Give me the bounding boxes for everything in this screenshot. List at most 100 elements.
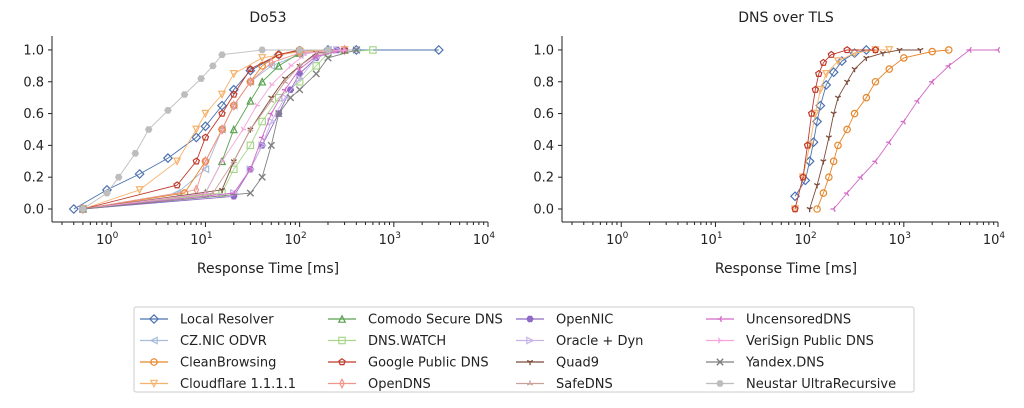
data-point (819, 189, 828, 197)
marker-stroke (813, 182, 818, 186)
marker-stroke (247, 128, 251, 132)
data-point (827, 50, 836, 58)
data-point (813, 205, 821, 213)
data-point (209, 189, 216, 196)
marker-stroke (846, 192, 850, 197)
legend-label: Neustar UltraRecursive (746, 377, 896, 392)
data-point (258, 173, 266, 181)
y-tick-label: 0.2 (533, 171, 554, 186)
data-point (830, 111, 837, 117)
legend-item-google-public-dns: Google Public DNS (328, 356, 489, 371)
marker-stroke (342, 46, 346, 51)
data-point (871, 46, 880, 54)
axes-dot: 0.0 0.2 0.4 0.6 0.8 1.0 100 101 102 103 104 (533, 36, 1005, 248)
series-line-comodo-secure-dns (82, 49, 345, 210)
data-point (254, 102, 260, 109)
data-point (267, 141, 275, 150)
marker-stroke (719, 315, 723, 320)
y-tick-label: 0.4 (23, 139, 44, 154)
data-point (861, 44, 872, 56)
marker-stroke (920, 47, 924, 51)
data-point (815, 69, 823, 77)
data-point (833, 57, 843, 66)
data-point (288, 62, 294, 69)
marker-stroke (833, 205, 836, 210)
y-tick-label: 0.6 (533, 107, 554, 122)
data-point (246, 65, 255, 73)
marker-stroke (240, 126, 244, 130)
x-tick-label: 101 (190, 231, 212, 248)
data-point (247, 126, 254, 132)
marker-stroke (903, 118, 906, 122)
x-tick-label: 100 (606, 231, 629, 248)
series-safedns (79, 46, 348, 212)
panel-do53: Do53 0.0 0.2 0.4 0.6 0.8 1.0 100 101 102 103 104 R… (23, 10, 495, 277)
data-point (352, 46, 361, 54)
marker-stroke (269, 84, 272, 89)
data-point (258, 134, 265, 141)
series-line-yandex-dns (82, 49, 357, 210)
data-point (201, 133, 210, 141)
marker-stroke (304, 50, 308, 54)
marker-stroke (249, 166, 253, 170)
series-uncensoreddns (830, 46, 1001, 213)
legend-marker (716, 358, 724, 366)
marker-stroke (269, 81, 272, 86)
data-point (342, 46, 348, 54)
data-point (203, 189, 209, 197)
marker-stroke (717, 337, 721, 341)
marker-stroke (233, 160, 237, 164)
marker-stroke (825, 135, 830, 138)
legend-items: Local Resolver CZ.NIC ODVR CleanBrowsing Cl… (140, 313, 896, 392)
y-tick-label: 0.8 (23, 75, 44, 90)
data-point (219, 123, 225, 135)
legend-label: Cloudflare 1.1.1.1 (180, 377, 296, 392)
marker-stroke (969, 49, 972, 54)
series-uncensoreddns (79, 46, 347, 213)
series-line-uncensoreddns (833, 49, 998, 210)
series-group-dot (789, 44, 1001, 214)
marker-stroke (250, 128, 254, 132)
marker-stroke (286, 93, 295, 102)
data-point (806, 206, 813, 213)
series-line-cleanbrowsing (82, 49, 345, 210)
marker-stroke (219, 158, 223, 162)
data-point (295, 46, 304, 54)
data-point (843, 125, 851, 134)
data-point (162, 153, 174, 164)
marker-stroke (315, 55, 319, 60)
y-tick-label: 1.0 (23, 43, 44, 58)
y-tick-label: 0.0 (533, 203, 554, 218)
data-point (843, 189, 850, 197)
x-tick-label: 102 (794, 231, 816, 248)
data-point (844, 79, 851, 85)
legend-item-local-resolver: Local Resolver (140, 313, 274, 328)
x-tick-label: 102 (284, 231, 306, 248)
series-line-dns-watch (82, 49, 373, 210)
marker-stroke (529, 382, 534, 386)
x-tick-label: 100 (96, 231, 119, 248)
marker-stroke (246, 189, 255, 197)
marker-stroke (258, 173, 266, 181)
data-point (218, 51, 226, 58)
data-point (885, 46, 894, 55)
data-point (828, 67, 839, 78)
marker-stroke (209, 192, 214, 196)
y-tick-label: 0.2 (23, 171, 44, 186)
series-line-quad9 (809, 49, 921, 210)
marker-stroke (230, 160, 235, 164)
marker-stroke (931, 81, 935, 85)
marker-stroke (261, 137, 265, 141)
data-point (201, 109, 210, 119)
data-point (789, 191, 801, 202)
data-point (304, 50, 311, 57)
marker-stroke (719, 318, 723, 323)
marker-stroke (295, 86, 304, 94)
marker-stroke (948, 65, 951, 69)
marker-stroke (917, 100, 920, 104)
data-point (843, 46, 851, 54)
data-point (281, 86, 288, 93)
data-point (295, 74, 305, 83)
data-point (834, 95, 842, 101)
data-point (209, 62, 217, 70)
